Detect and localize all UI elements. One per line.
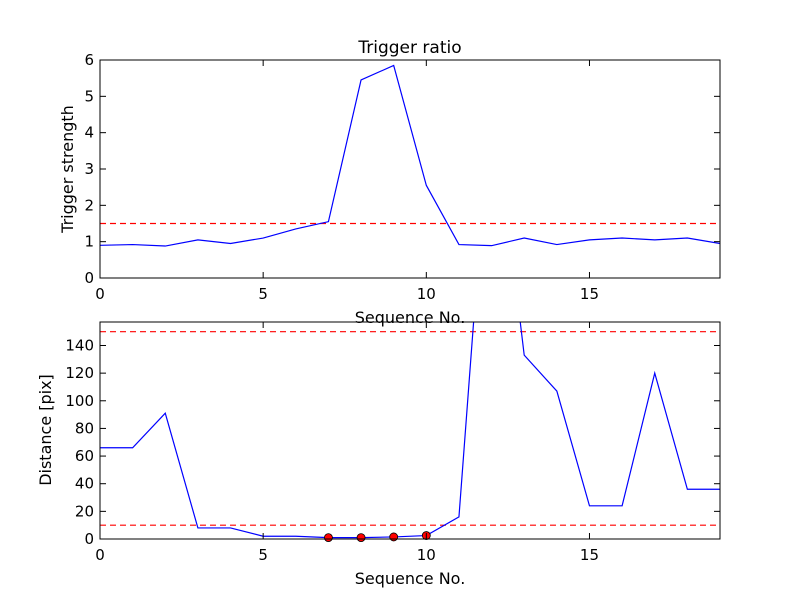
- y-tick-label: 60: [75, 447, 94, 465]
- plot-layer: [100, 64, 720, 247]
- data-point-marker: [389, 532, 399, 542]
- data-point-marker: [356, 533, 366, 543]
- x-axis-label: Sequence No.: [355, 308, 466, 327]
- series-line: [100, 322, 720, 539]
- x-tick-label: 15: [580, 285, 599, 303]
- y-axis-label: Distance [pix]: [36, 374, 55, 486]
- x-tick-label: 5: [258, 285, 268, 303]
- y-tick-label: 2: [84, 196, 94, 214]
- x-tick-label: 5: [258, 546, 268, 564]
- y-axis-label: Trigger strength: [58, 105, 77, 234]
- y-tick-label: 140: [65, 336, 94, 354]
- x-tick-label: 15: [580, 546, 599, 564]
- data-point-marker: [324, 533, 333, 543]
- y-tick-label: 120: [65, 364, 94, 382]
- y-tick-label: 1: [84, 233, 94, 251]
- tick-layer: 0 5 10 15 0 20 40 60 80 100 120 140: [65, 322, 720, 564]
- x-axis-label: Sequence No.: [355, 569, 466, 588]
- y-tick-label: 0: [84, 530, 94, 548]
- y-tick-label: 80: [75, 419, 94, 437]
- trigger-ratio-chart: Trigger ratio 0 5 10 15 0 1 2 3 4 5 6 Sequence No.…: [58, 38, 721, 327]
- y-tick-label: 4: [84, 124, 94, 142]
- y-tick-label: 3: [84, 160, 94, 178]
- chart-title: Trigger ratio: [357, 38, 461, 58]
- plot-clip: [100, 322, 720, 539]
- distance-chart: 0 5 10 15 0 20 40 60 80 100 120 140 Sequence No. Di…: [36, 321, 721, 588]
- plot-clip: [100, 64, 720, 247]
- x-tick-label: 10: [417, 285, 436, 303]
- x-tick-label: 0: [95, 546, 105, 564]
- x-tick-label: 0: [95, 285, 105, 303]
- series-line: [100, 64, 720, 247]
- y-tick-label: 100: [65, 392, 94, 410]
- y-tick-label: 20: [75, 502, 94, 520]
- plot-layer: [100, 322, 720, 543]
- y-tick-label: 5: [84, 87, 94, 105]
- y-tick-label: 40: [75, 475, 94, 493]
- y-tick-label: 6: [84, 51, 94, 69]
- tick-layer: 0 5 10 15 0 1 2 3 4 5 6: [84, 51, 720, 303]
- y-tick-label: 0: [84, 269, 94, 287]
- x-tick-label: 10: [417, 546, 436, 564]
- axes-frame: [99, 321, 721, 540]
